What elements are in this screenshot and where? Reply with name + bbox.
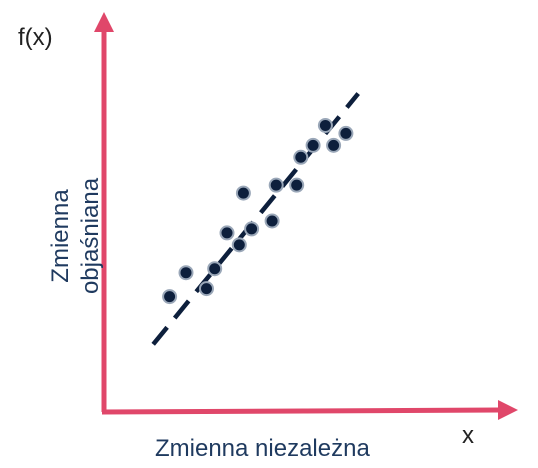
x-axis-arrowhead — [498, 400, 518, 420]
data-point-5 — [219, 225, 235, 241]
y-axis-title-line-2: objaśniana — [77, 177, 104, 295]
x-axis-line — [101, 407, 501, 415]
data-point-10 — [268, 177, 284, 193]
y-axis-title-line-1: Zmienna — [47, 189, 74, 283]
data-point-15 — [326, 137, 342, 153]
y-axis-title: Zmienna objaśniana — [46, 178, 106, 294]
x-axis-symbol: x — [462, 422, 474, 449]
data-point-13 — [305, 137, 321, 153]
data-point-1 — [162, 289, 178, 305]
data-point-4 — [207, 261, 223, 277]
data-point-2 — [178, 265, 194, 281]
data-point-3 — [199, 281, 214, 297]
trend-line — [151, 92, 360, 346]
y-axis-arrowhead — [94, 12, 114, 32]
data-point-11 — [289, 177, 305, 193]
data-point-16 — [338, 125, 354, 141]
y-axis-symbol: f(x) — [18, 24, 53, 51]
data-point-6 — [231, 237, 247, 253]
x-axis-title: Zmienna niezależna — [155, 435, 370, 462]
data-point-9 — [264, 213, 280, 229]
data-point-14 — [317, 117, 333, 133]
data-point-8 — [244, 221, 260, 237]
data-point-12 — [293, 149, 309, 165]
data-point-7 — [235, 185, 251, 201]
